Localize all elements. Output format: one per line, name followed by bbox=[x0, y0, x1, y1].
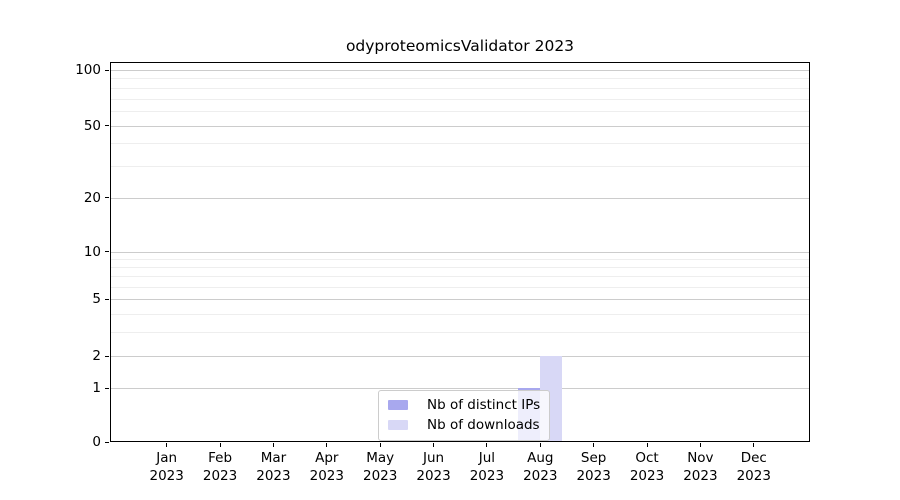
legend-label-downloads: Nb of downloads bbox=[427, 417, 540, 433]
y-tick-mark bbox=[105, 387, 109, 389]
x-tick-mark bbox=[433, 443, 435, 447]
gridline-major bbox=[111, 251, 809, 253]
y-tick-mark bbox=[105, 251, 109, 252]
y-tick-label: 0 bbox=[92, 434, 101, 450]
y-tick-label: 10 bbox=[83, 243, 101, 260]
gridline-minor bbox=[111, 286, 809, 288]
plot-area: Nb of distinct IPs Nb of downloads bbox=[110, 62, 810, 442]
x-tick-mark bbox=[379, 443, 381, 447]
x-tick-mark bbox=[646, 443, 648, 447]
gridline-major bbox=[111, 125, 809, 127]
y-tick-mark bbox=[105, 355, 109, 357]
y-tick-label: 20 bbox=[83, 189, 101, 206]
x-tick-label: Sep 2023 bbox=[576, 450, 611, 484]
x-tick-mark bbox=[699, 443, 701, 447]
y-tick-label: 50 bbox=[83, 117, 101, 134]
x-tick-mark bbox=[753, 443, 755, 447]
x-tick-label: Nov 2023 bbox=[683, 450, 718, 484]
y-tick-label: 5 bbox=[92, 291, 101, 307]
gridline-major bbox=[111, 197, 809, 199]
y-tick-mark bbox=[105, 69, 109, 71]
gridline-minor bbox=[111, 98, 809, 100]
x-tick-mark bbox=[272, 443, 274, 447]
chart-title: odyproteomicsValidator 2023 bbox=[345, 37, 575, 55]
x-tick-label: Dec 2023 bbox=[736, 450, 771, 484]
gridline-minor bbox=[111, 87, 809, 89]
x-tick-label: Jan 2023 bbox=[149, 450, 184, 484]
x-tick-label: Apr 2023 bbox=[309, 450, 344, 484]
gridline-minor bbox=[111, 313, 809, 315]
x-tick-mark bbox=[593, 443, 595, 447]
legend-item-distinct-ips: Nb of distinct IPs bbox=[388, 397, 540, 413]
x-tick-label: Aug 2023 bbox=[523, 450, 558, 484]
legend-label-distinct-ips: Nb of distinct IPs bbox=[427, 397, 541, 413]
gridline-minor bbox=[111, 143, 809, 145]
y-tick-mark bbox=[105, 125, 109, 126]
gridline-major bbox=[111, 388, 809, 389]
x-tick-mark bbox=[486, 443, 488, 447]
legend-item-downloads: Nb of downloads bbox=[388, 417, 540, 433]
gridline-minor bbox=[111, 110, 809, 112]
y-tick-label: 100 bbox=[75, 62, 101, 78]
legend-swatch-distinct-ips bbox=[388, 400, 408, 410]
y-tick-mark bbox=[105, 197, 109, 198]
legend: Nb of distinct IPs Nb of downloads bbox=[378, 390, 551, 441]
y-tick-label: 1 bbox=[92, 380, 101, 396]
x-tick-label: May 2023 bbox=[362, 450, 398, 484]
y-tick-mark bbox=[105, 441, 109, 443]
x-tick-label: Feb 2023 bbox=[202, 450, 238, 484]
gridline-minor bbox=[111, 267, 809, 269]
x-tick-mark bbox=[219, 443, 221, 447]
x-tick-label: Mar 2023 bbox=[256, 450, 291, 484]
y-tick-label: 2 bbox=[92, 348, 101, 364]
y-tick-mark bbox=[105, 298, 109, 300]
gridline-major bbox=[111, 70, 809, 71]
gridline-minor bbox=[111, 78, 809, 80]
gridline-minor bbox=[111, 276, 809, 278]
gridline-minor bbox=[111, 258, 809, 260]
x-tick-mark bbox=[539, 443, 541, 447]
gridline-major bbox=[111, 356, 809, 357]
x-tick-mark bbox=[326, 443, 328, 447]
gridline-major bbox=[111, 299, 809, 300]
x-tick-label: Oct 2023 bbox=[629, 450, 665, 484]
x-tick-label: Jun 2023 bbox=[416, 450, 451, 484]
gridline-minor bbox=[111, 332, 809, 334]
x-tick-label: Jul 2023 bbox=[469, 450, 505, 484]
x-tick-mark bbox=[166, 443, 168, 447]
legend-swatch-downloads bbox=[388, 420, 408, 430]
gridline-minor bbox=[111, 165, 809, 167]
